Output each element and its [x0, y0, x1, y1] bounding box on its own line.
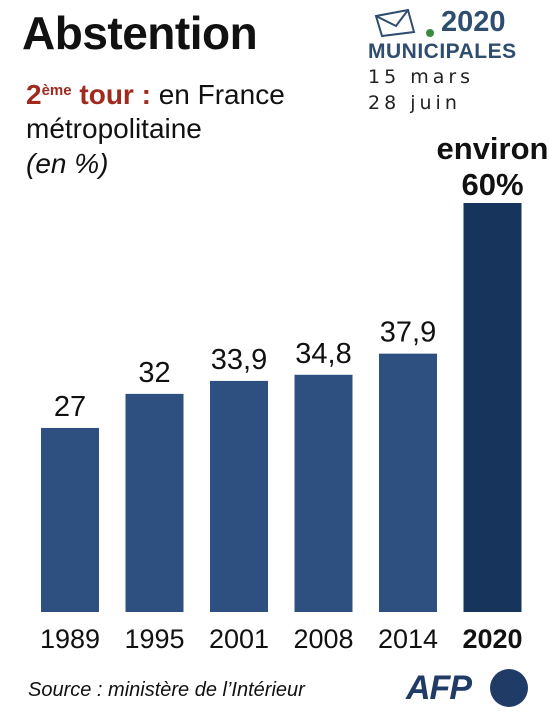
municipales-badge: 2020 MUNICIPALES 15 mars 28 juin: [366, 6, 541, 116]
badge-title: MUNICIPALES: [368, 40, 517, 63]
highlight-prefix-label: environ: [437, 131, 549, 166]
bar-2014: [379, 353, 437, 612]
category-label-2008: 2008: [293, 624, 353, 654]
unit-label: (en %): [26, 148, 109, 179]
badge-date-first-round: 15 mars: [368, 66, 475, 88]
value-label-2020: 60%: [461, 167, 523, 202]
badge-date-second-round: 28 juin: [368, 92, 461, 114]
subtitle-superscript: ème: [41, 82, 72, 99]
value-label-2001: 33,9: [211, 344, 267, 376]
bar-1995: [125, 393, 184, 612]
category-label-1989: 1989: [40, 624, 100, 654]
value-label-2014: 37,9: [380, 317, 436, 349]
afp-logo-circle-icon: [490, 669, 528, 707]
value-label-2008: 34,8: [295, 338, 351, 370]
bar-2020: [463, 203, 522, 612]
subtitle-ordinal: 2: [26, 79, 42, 110]
subtitle-round: 2ème tour :: [26, 79, 151, 110]
chart-subtitle: 2ème tour : en France métropolitaine: [26, 78, 285, 146]
category-label-2001: 2001: [209, 624, 269, 654]
value-label-1995: 32: [138, 357, 170, 389]
bar-1989: [41, 427, 99, 612]
value-label-1989: 27: [54, 391, 86, 423]
category-label-2020: 2020: [462, 624, 522, 654]
source-note: Source : ministère de l’Intérieur: [28, 679, 305, 701]
bar-2001: [210, 380, 268, 612]
subtitle-tour: tour :: [79, 79, 151, 110]
badge-year: 2020: [441, 6, 506, 38]
bar-2008: [294, 374, 353, 612]
subtitle-region-line2: métropolitaine: [26, 113, 202, 144]
category-label-2014: 2014: [378, 624, 438, 654]
chart-title: Abstention: [22, 7, 258, 59]
afp-logo: AFP: [406, 667, 531, 709]
afp-logo-text: AFP: [406, 669, 472, 707]
subtitle-region: en France: [150, 79, 285, 110]
ballot-envelope-icon: [374, 8, 434, 38]
category-label-1995: 1995: [124, 624, 184, 654]
